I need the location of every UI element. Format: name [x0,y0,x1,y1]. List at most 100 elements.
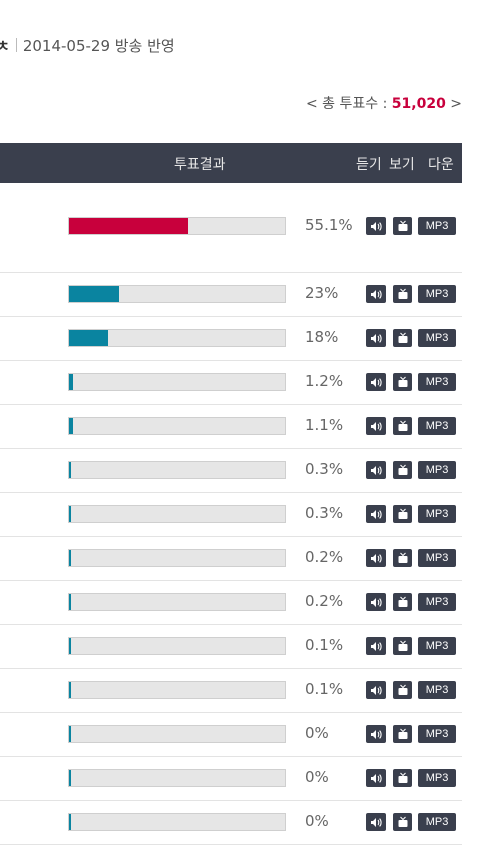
table-row: 0.2% MP3 [0,581,462,625]
speaker-icon [370,641,382,652]
vote-percent: 55.1% [305,216,353,234]
mp3-download-button[interactable]: MP3 [418,813,456,831]
mp3-download-button[interactable]: MP3 [418,593,456,611]
vote-percent: 18% [305,328,339,346]
header-download: 다운 [428,157,454,173]
mp3-download-button[interactable]: MP3 [418,549,456,567]
vote-bar-fill [69,770,71,786]
speaker-icon [370,729,382,740]
mp3-download-button[interactable]: MP3 [418,285,456,303]
mp3-label: MP3 [425,464,449,476]
watch-button[interactable] [393,217,412,235]
mp3-label: MP3 [425,332,449,344]
watch-button[interactable] [393,593,412,611]
vote-percent: 23% [305,284,339,302]
listen-button[interactable] [366,285,386,303]
mp3-label: MP3 [425,552,449,564]
vote-bar-fill [69,462,71,478]
total-votes: < 총 투표수 : 51,020 > [306,93,462,113]
watch-button[interactable] [393,769,412,787]
listen-button[interactable] [366,505,386,523]
vote-bar [68,329,286,347]
vote-bar [68,725,286,743]
tv-icon [397,728,409,740]
speaker-icon [370,289,382,300]
speaker-icon [370,773,382,784]
speaker-icon [370,421,382,432]
tv-icon [397,684,409,696]
listen-button[interactable] [366,681,386,699]
vote-bar-fill [69,330,108,346]
table-row: 0% MP3 [0,713,462,757]
table-row: 0.3% MP3 [0,493,462,537]
mp3-label: MP3 [425,420,449,432]
watch-button[interactable] [393,461,412,479]
vote-percent: 1.1% [305,416,344,434]
vote-bar-fill [69,638,71,654]
listen-button[interactable] [366,417,386,435]
mp3-download-button[interactable]: MP3 [418,461,456,479]
watch-button[interactable] [393,329,412,347]
header-result: 투표결과 [174,157,226,173]
vote-percent: 0% [305,812,329,830]
listen-button[interactable] [366,461,386,479]
mp3-label: MP3 [425,640,449,652]
listen-button[interactable] [366,813,386,831]
mp3-label: MP3 [425,772,449,784]
watch-button[interactable] [393,505,412,523]
vote-bar [68,813,286,831]
mp3-download-button[interactable]: MP3 [418,725,456,743]
vote-percent: 1.2% [305,372,344,390]
tv-icon [397,420,409,432]
tv-icon [397,288,409,300]
vote-bar [68,417,286,435]
vote-bar [68,681,286,699]
mp3-download-button[interactable]: MP3 [418,637,456,655]
table-header: 투표결과 듣기 보기 다운 [0,143,462,183]
vote-bar-fill [69,814,71,830]
watch-button[interactable] [393,373,412,391]
listen-button[interactable] [366,373,386,391]
table-row: 0.1% MP3 [0,669,462,713]
speaker-icon [370,221,382,232]
title-fragment: ㅊ [0,36,10,55]
listen-button[interactable] [366,637,386,655]
mp3-download-button[interactable]: MP3 [418,681,456,699]
listen-button[interactable] [366,769,386,787]
watch-button[interactable] [393,813,412,831]
listen-button[interactable] [366,217,386,235]
tv-icon [397,596,409,608]
vote-bar-fill [69,218,189,234]
speaker-icon [370,685,382,696]
table-row: 0% MP3 [0,801,462,845]
watch-button[interactable] [393,725,412,743]
total-votes-value: 51,020 [391,96,446,112]
vote-bar [68,461,286,479]
mp3-label: MP3 [425,728,449,740]
mp3-download-button[interactable]: MP3 [418,329,456,347]
tv-icon [397,552,409,564]
vote-bar-fill [69,418,73,434]
listen-button[interactable] [366,549,386,567]
vote-percent: 0.1% [305,636,344,654]
listen-button[interactable] [366,329,386,347]
header-watch: 보기 [389,157,415,173]
vote-bar [68,285,286,303]
mp3-download-button[interactable]: MP3 [418,373,456,391]
tv-icon [397,332,409,344]
watch-button[interactable] [393,417,412,435]
watch-button[interactable] [393,637,412,655]
watch-button[interactable] [393,681,412,699]
listen-button[interactable] [366,593,386,611]
mp3-download-button[interactable]: MP3 [418,505,456,523]
mp3-download-button[interactable]: MP3 [418,417,456,435]
speaker-icon [370,333,382,344]
watch-button[interactable] [393,285,412,303]
mp3-download-button[interactable]: MP3 [418,769,456,787]
vote-bar [68,637,286,655]
vote-bar-fill [69,550,71,566]
vote-bar-fill [69,286,119,302]
watch-button[interactable] [393,549,412,567]
listen-button[interactable] [366,725,386,743]
mp3-download-button[interactable]: MP3 [418,217,456,235]
